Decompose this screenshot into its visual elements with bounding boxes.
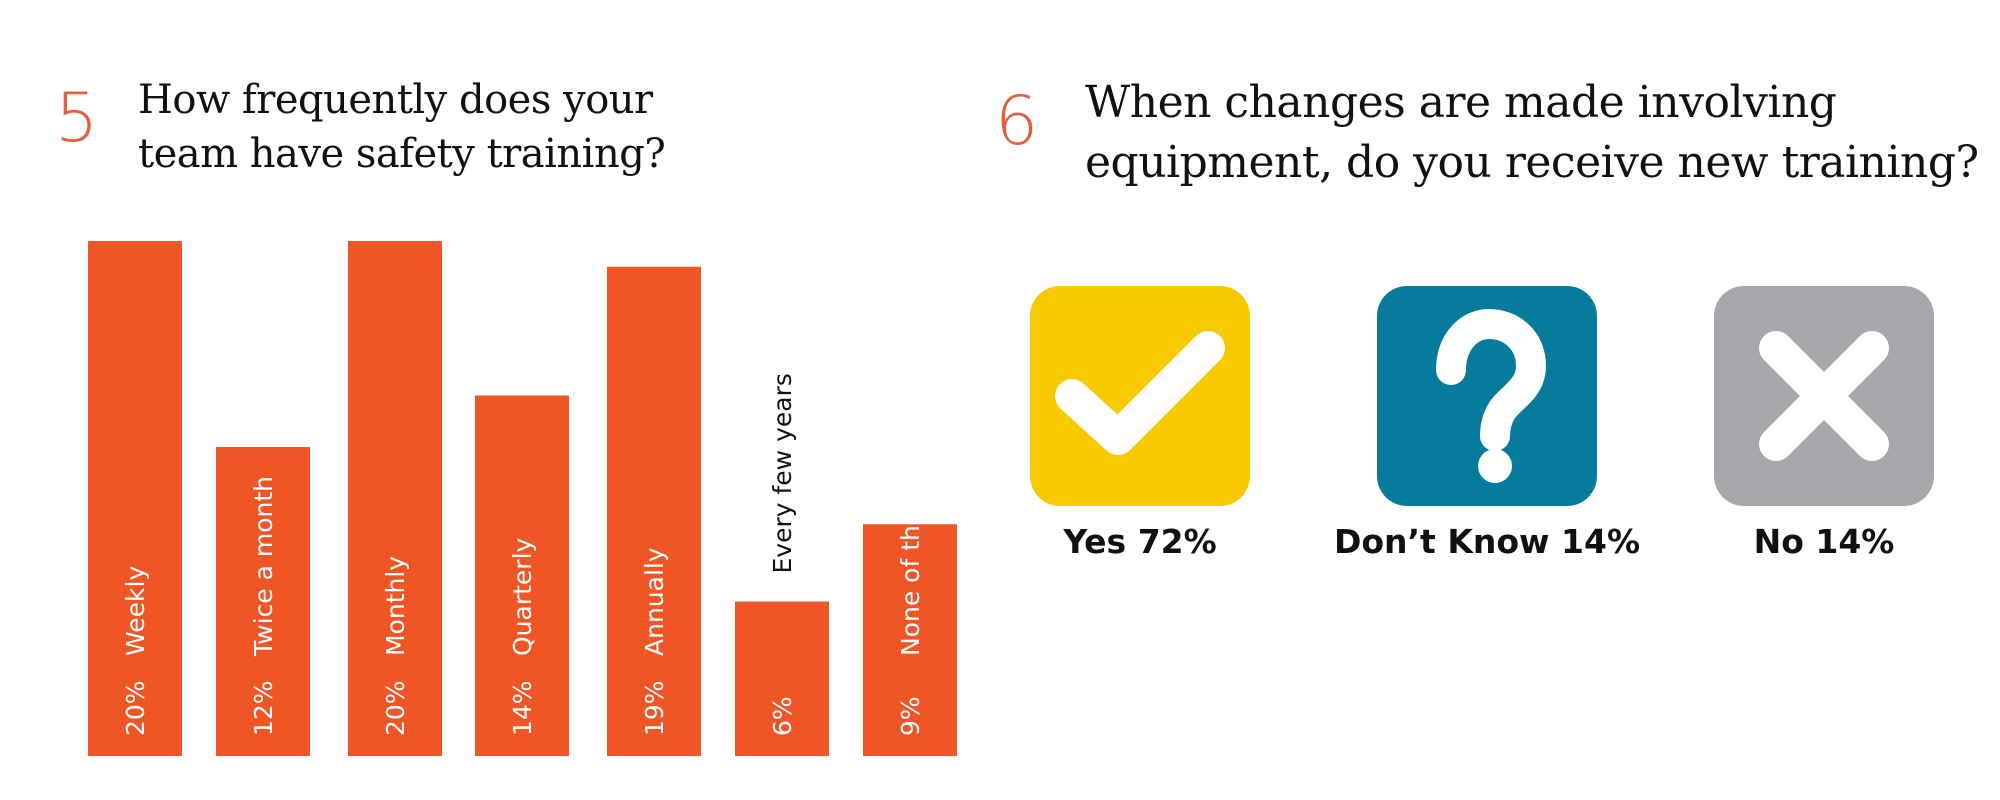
- category-label-none-of-the-above: None of the above: [896, 425, 925, 656]
- question-6-number: 6: [995, 82, 1039, 161]
- category-label-weekly: Weekly: [121, 566, 150, 656]
- value-label-every-few-years: 6%: [768, 696, 797, 736]
- question-6-text: When changes are made involving equipmen…: [1085, 77, 1979, 188]
- category-label-annually: Annually: [640, 547, 669, 656]
- answer-dont-know: Don’t Know 14%: [1334, 286, 1640, 561]
- yes-tile: [1030, 286, 1250, 506]
- bar-every-few-years: [735, 601, 829, 756]
- bar-annually: [607, 266, 701, 756]
- question-mark-icon: [1436, 309, 1546, 483]
- value-label-annually: 19%: [640, 680, 669, 736]
- bar-none-of-the-above: [863, 524, 957, 756]
- bar-quarterly: [475, 395, 569, 756]
- dont-know-tile: [1377, 286, 1597, 506]
- yes-label: Yes 72%: [1063, 522, 1217, 561]
- question-5-text: How frequently does your team have safet…: [138, 77, 666, 177]
- value-label-none-of-the-above: 9%: [896, 696, 925, 736]
- bar-weekly: [88, 241, 182, 756]
- category-label-every-few-years: Every few years: [768, 373, 797, 573]
- value-label-twice-a-month: 12%: [249, 680, 278, 736]
- category-label-monthly: Monthly: [381, 556, 410, 656]
- value-label-weekly: 20%: [121, 680, 150, 736]
- no-tile: [1714, 286, 1934, 506]
- training-frequency-bar-chart: 20% Weekly 12% Twice a month 20% Monthly 14% Qu…: [88, 241, 957, 756]
- bar-twice-a-month: [216, 447, 310, 756]
- dont-know-label: Don’t Know 14%: [1333, 522, 1641, 561]
- category-label-quarterly: Quarterly: [508, 537, 537, 656]
- value-label-quarterly: 14%: [508, 680, 537, 736]
- value-label-monthly: 20%: [381, 680, 410, 736]
- answer-no: No 14%: [1714, 286, 1934, 561]
- answer-yes: Yes 72%: [1030, 286, 1250, 561]
- x-mark-icon: [1759, 331, 1889, 461]
- no-label: No 14%: [1753, 522, 1895, 561]
- category-label-twice-a-month: Twice a month: [249, 476, 278, 657]
- bar-monthly: [348, 241, 442, 756]
- question-5-number: 5: [55, 79, 99, 158]
- checkmark-icon: [1055, 331, 1225, 455]
